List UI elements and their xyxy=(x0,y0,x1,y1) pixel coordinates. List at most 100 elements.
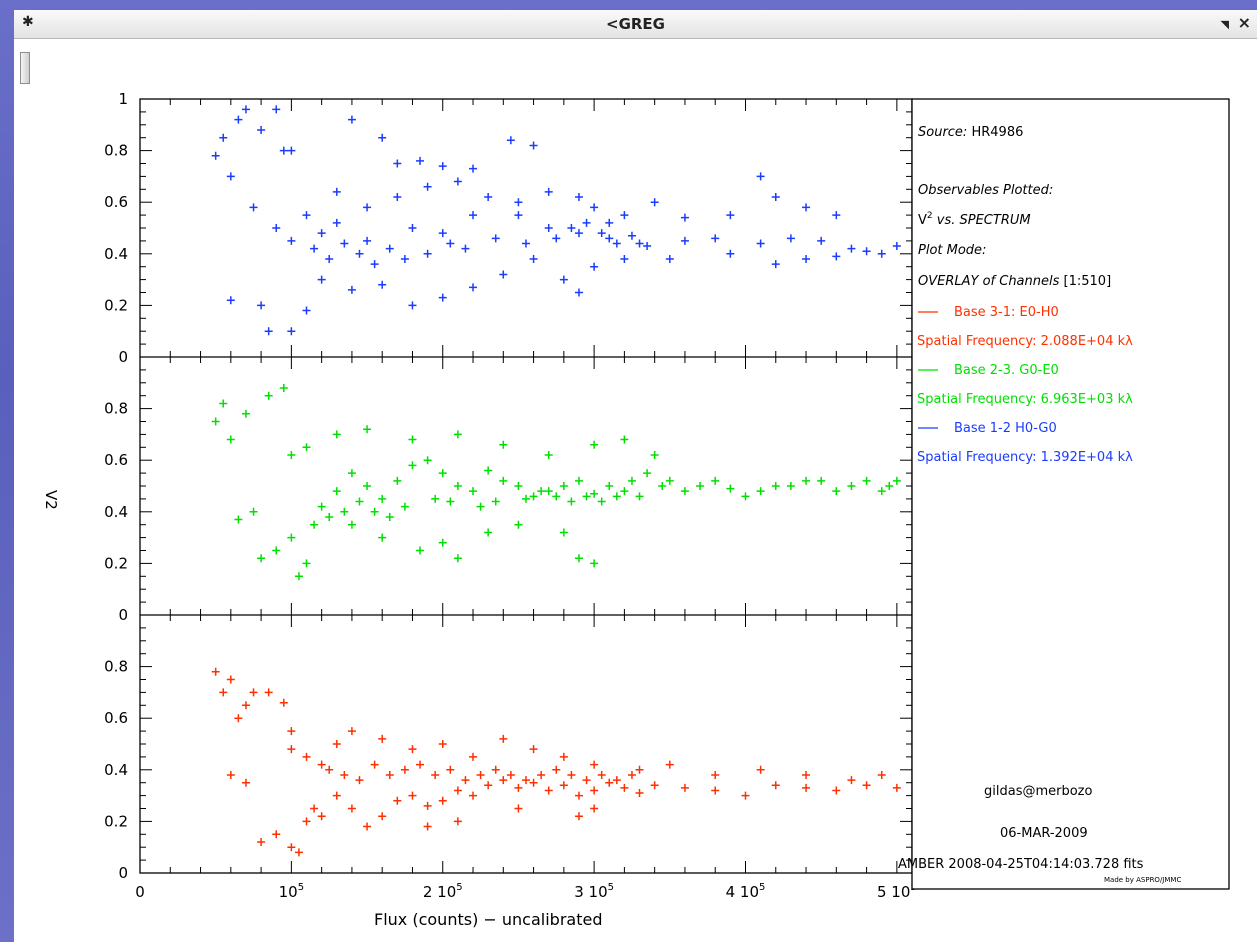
data-point xyxy=(438,162,447,171)
data-point xyxy=(249,507,258,516)
data-point xyxy=(552,234,561,243)
data-point xyxy=(453,482,462,490)
data-point xyxy=(272,105,281,114)
data-point xyxy=(476,770,485,779)
data-point xyxy=(529,492,538,501)
data-point xyxy=(378,133,387,142)
data-point xyxy=(484,781,493,790)
data-point xyxy=(363,236,372,245)
data-point xyxy=(355,776,364,785)
data-point xyxy=(597,229,606,238)
y-tick-label: 0 xyxy=(118,348,128,366)
data-point xyxy=(771,482,780,490)
data-point xyxy=(544,786,553,795)
data-point xyxy=(264,688,273,697)
data-point xyxy=(802,770,811,779)
data-point xyxy=(423,456,432,465)
data-point xyxy=(680,487,689,496)
data-point xyxy=(469,487,478,496)
data-point xyxy=(347,115,356,124)
data-point xyxy=(287,727,296,736)
data-point xyxy=(234,515,243,524)
scroll-handle[interactable] xyxy=(20,52,30,84)
data-point xyxy=(332,218,341,227)
data-point xyxy=(211,151,220,160)
data-point xyxy=(453,177,462,186)
data-point xyxy=(287,451,296,460)
data-point xyxy=(590,804,599,813)
data-point xyxy=(431,494,440,503)
data-point xyxy=(272,224,281,232)
data-point xyxy=(817,236,826,245)
data-point xyxy=(650,451,659,460)
data-point xyxy=(340,770,349,779)
data-point xyxy=(786,234,795,243)
data-point xyxy=(696,482,705,490)
data-point xyxy=(756,239,765,248)
triangle-menu-icon[interactable]: ◥ xyxy=(1220,18,1229,31)
data-point xyxy=(643,242,652,251)
data-point xyxy=(378,280,387,289)
data-point xyxy=(347,727,356,736)
data-point xyxy=(310,244,319,253)
data-point xyxy=(370,760,379,769)
data-point xyxy=(378,494,387,503)
data-point xyxy=(802,203,811,212)
data-point xyxy=(620,254,629,263)
data-point xyxy=(347,520,356,529)
y-tick-label: 0.6 xyxy=(104,451,128,469)
data-point xyxy=(491,765,500,774)
data-point xyxy=(287,533,296,542)
legend-observables-label: Observables Plotted: xyxy=(918,183,1053,198)
data-point xyxy=(226,296,235,305)
data-point xyxy=(264,327,273,336)
data-point xyxy=(453,817,462,826)
data-point xyxy=(446,497,455,506)
plot-frame xyxy=(139,98,913,874)
data-point xyxy=(582,218,591,227)
data-point xyxy=(279,383,288,392)
data-point xyxy=(817,476,826,485)
data-point xyxy=(590,489,599,498)
data-point xyxy=(522,239,530,248)
legend-user: gildas@merbozo xyxy=(984,784,1093,799)
data-point xyxy=(325,765,334,774)
data-point xyxy=(582,492,591,501)
legend: Source: HR4986 Observables Plotted: V2 v… xyxy=(898,125,1181,884)
data-point xyxy=(264,391,273,400)
data-point xyxy=(506,136,515,145)
data-point xyxy=(522,776,530,785)
y-tick-label: 0 xyxy=(118,864,128,882)
data-point xyxy=(347,469,356,478)
y-tick-label: 0.4 xyxy=(104,761,128,779)
data-point xyxy=(332,430,341,439)
data-point xyxy=(294,572,303,581)
data-point xyxy=(574,288,583,297)
data-point xyxy=(590,440,599,449)
data-point xyxy=(756,765,765,774)
data-point xyxy=(363,482,372,490)
data-point xyxy=(665,476,674,485)
data-point xyxy=(287,146,296,155)
data-point xyxy=(620,435,629,444)
data-point xyxy=(257,838,266,847)
data-point xyxy=(226,172,235,181)
data-point xyxy=(877,249,886,258)
data-point xyxy=(279,146,288,155)
x-tick-label: 2 105 xyxy=(423,882,463,901)
data-point xyxy=(514,482,523,490)
title-bar[interactable]: ✱ <GREG ◥ × xyxy=(14,10,1257,39)
x-axis-label: Flux (counts) − uncalibrated xyxy=(374,910,602,929)
data-point xyxy=(499,476,508,485)
legend-freq12: Spatial Frequency: 1.392E+04 kλ xyxy=(917,450,1133,465)
data-point xyxy=(726,484,735,493)
legend-freq31: Spatial Frequency: 2.088E+04 kλ xyxy=(917,334,1133,349)
y-tick-label: 0.6 xyxy=(104,709,128,727)
pin-icon[interactable]: ✱ xyxy=(22,14,34,30)
y-tick-label: 0.4 xyxy=(104,503,128,521)
close-icon[interactable]: × xyxy=(1237,13,1251,32)
legend-freq23: Spatial Frequency: 6.963E+03 kλ xyxy=(917,392,1133,407)
data-point xyxy=(756,172,765,181)
data-point xyxy=(257,301,266,310)
data-point xyxy=(567,770,576,779)
